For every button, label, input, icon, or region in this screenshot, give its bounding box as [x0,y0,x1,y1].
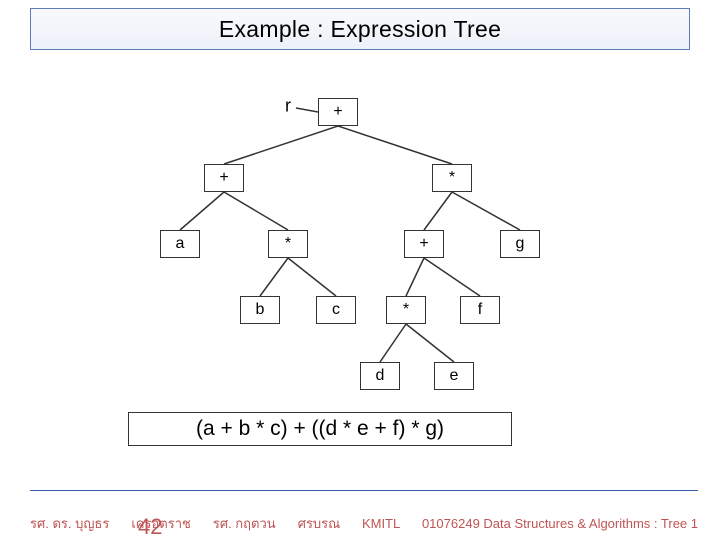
tree-edges [0,0,720,540]
tree-node: * [432,164,472,192]
tree-node: d [360,362,400,390]
tree-node: + [318,98,358,126]
tree-node: * [268,230,308,258]
tree-node: + [204,164,244,192]
tree-node: * [386,296,426,324]
tree-node: c [316,296,356,324]
tree-node: b [240,296,280,324]
tree-node: f [460,296,500,324]
tree-node: + [404,230,444,258]
tree-diagram: ++*a*+gbc*fde r [0,0,720,540]
tree-node: e [434,362,474,390]
tree-node: g [500,230,540,258]
tree-node: a [160,230,200,258]
